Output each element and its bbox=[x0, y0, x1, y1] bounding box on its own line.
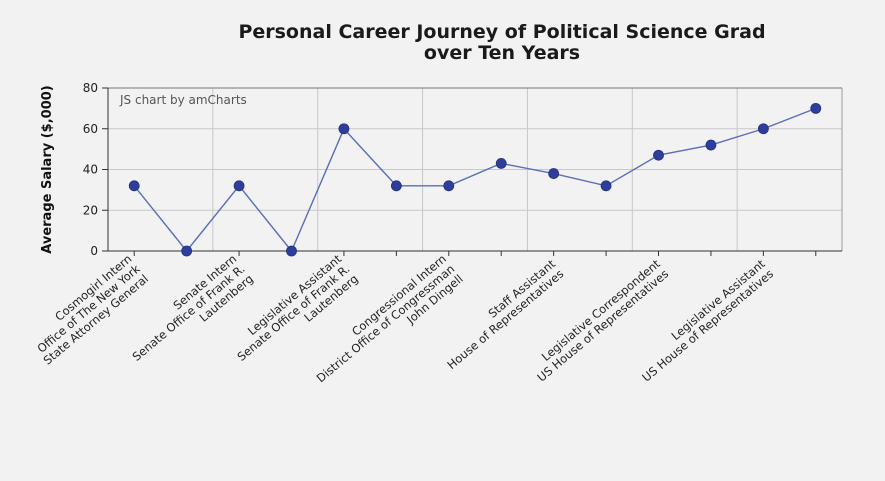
y-tick-label: 60 bbox=[83, 122, 98, 136]
data-point bbox=[443, 180, 455, 192]
y-axis-label-group: Average Salary ($,000) bbox=[40, 85, 55, 254]
data-point bbox=[390, 180, 402, 192]
y-tick-label: 0 bbox=[90, 244, 98, 258]
x-category-label-line: Senate Office of Frank R. bbox=[234, 262, 352, 364]
x-category-label-line: Legislative Assistant bbox=[669, 256, 768, 343]
series-line bbox=[133, 107, 817, 253]
data-point bbox=[181, 245, 193, 257]
chart-credit: JS chart by amCharts bbox=[119, 93, 247, 107]
data-point bbox=[338, 123, 350, 135]
chart-title: Personal Career Journey of Political Sci… bbox=[238, 21, 765, 64]
y-axis-label: Average Salary ($,000) bbox=[40, 85, 55, 254]
y-tick-label: 20 bbox=[83, 203, 98, 217]
data-point bbox=[548, 168, 560, 179]
x-category-label-line: Senate Office of Frank R. bbox=[130, 262, 248, 364]
chart-title-line: over Ten Years bbox=[424, 42, 580, 64]
y-tick-label: 40 bbox=[83, 163, 98, 177]
data-point bbox=[128, 180, 140, 192]
y-ticks: 0 20 40 60 80 bbox=[83, 81, 108, 258]
x-category-label-line: Office of The New York bbox=[34, 261, 143, 355]
data-point bbox=[757, 123, 769, 135]
data-point bbox=[286, 245, 297, 257]
data-point bbox=[495, 157, 507, 169]
data-point bbox=[705, 139, 717, 151]
grid bbox=[108, 87, 842, 251]
axes bbox=[107, 87, 843, 256]
data-point bbox=[810, 102, 822, 114]
series bbox=[128, 102, 822, 257]
y-tick-label: 80 bbox=[83, 81, 98, 95]
chart-title-line: Personal Career Journey of Political Sci… bbox=[238, 21, 765, 43]
data-point bbox=[653, 149, 664, 161]
x-labels: Cosmogirl InternOffice of The New YorkSt… bbox=[34, 251, 776, 385]
data-point bbox=[233, 180, 245, 192]
data-point bbox=[600, 180, 612, 192]
credit-group: JS chart by amCharts bbox=[119, 93, 247, 107]
